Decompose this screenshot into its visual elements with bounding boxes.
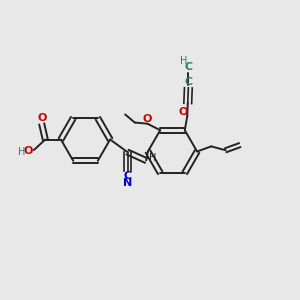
Text: O: O [38,113,47,123]
Text: C: C [123,171,132,181]
Text: O: O [143,115,152,124]
Text: N: N [123,178,132,188]
Text: H: H [18,147,25,157]
Text: O: O [178,106,188,116]
Text: H: H [181,56,188,66]
Text: O: O [23,146,33,156]
Text: H: H [149,153,156,163]
Text: C: C [184,62,192,72]
Text: C: C [184,77,192,87]
